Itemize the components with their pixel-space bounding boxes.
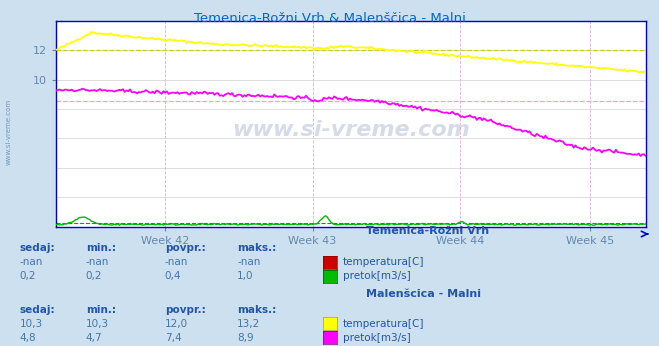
Text: 1,0: 1,0: [237, 271, 254, 281]
Text: 4,8: 4,8: [20, 333, 36, 343]
Text: 7,4: 7,4: [165, 333, 181, 343]
Text: 10,3: 10,3: [20, 319, 43, 329]
Text: min.:: min.:: [86, 243, 116, 253]
Text: 0,4: 0,4: [165, 271, 181, 281]
Text: -nan: -nan: [20, 257, 43, 267]
Text: 0,2: 0,2: [20, 271, 36, 281]
Text: 10,3: 10,3: [86, 319, 109, 329]
Text: Temenica-Rožni Vrh & Malenščica - Malni: Temenica-Rožni Vrh & Malenščica - Malni: [194, 12, 465, 25]
Text: temperatura[C]: temperatura[C]: [343, 319, 424, 329]
Text: Malenšcica - Malni: Malenšcica - Malni: [366, 289, 481, 299]
Text: povpr.:: povpr.:: [165, 243, 206, 253]
Text: 4,7: 4,7: [86, 333, 102, 343]
Text: min.:: min.:: [86, 305, 116, 315]
Text: maks.:: maks.:: [237, 243, 277, 253]
Text: www.si-vreme.com: www.si-vreme.com: [232, 120, 470, 140]
Text: -nan: -nan: [165, 257, 188, 267]
Text: 0,2: 0,2: [86, 271, 102, 281]
Text: povpr.:: povpr.:: [165, 305, 206, 315]
Text: pretok[m3/s]: pretok[m3/s]: [343, 271, 411, 281]
Text: sedaj:: sedaj:: [20, 243, 55, 253]
Text: 13,2: 13,2: [237, 319, 260, 329]
Text: maks.:: maks.:: [237, 305, 277, 315]
Text: -nan: -nan: [237, 257, 260, 267]
Text: sedaj:: sedaj:: [20, 305, 55, 315]
Text: temperatura[C]: temperatura[C]: [343, 257, 424, 267]
Text: -nan: -nan: [86, 257, 109, 267]
Text: www.si-vreme.com: www.si-vreme.com: [5, 98, 11, 165]
Text: 12,0: 12,0: [165, 319, 188, 329]
Text: Temenica-Rožni Vrh: Temenica-Rožni Vrh: [366, 226, 489, 236]
Text: pretok[m3/s]: pretok[m3/s]: [343, 333, 411, 343]
Text: 8,9: 8,9: [237, 333, 254, 343]
